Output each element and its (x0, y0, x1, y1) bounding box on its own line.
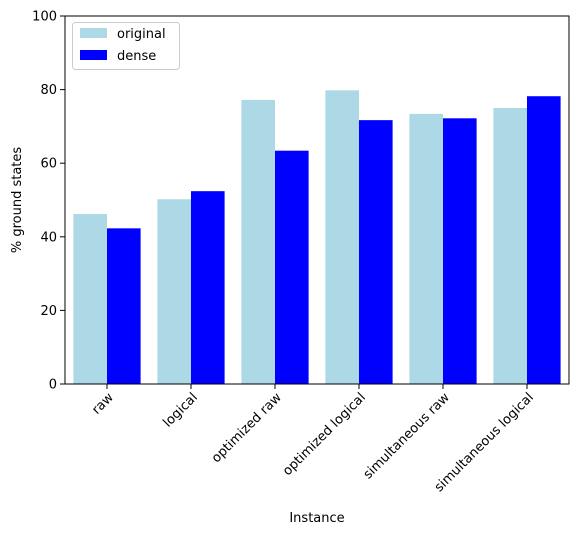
bar-original-0 (73, 213, 107, 384)
bar-dense-0 (107, 228, 141, 384)
x-tick-label-1: logical (160, 390, 200, 430)
bar-dense-2 (275, 150, 309, 384)
y-tick-label-1: 20 (40, 304, 57, 319)
x-tick-label-3: optimized logical (280, 390, 369, 479)
x-axis-title: Instance (289, 511, 344, 526)
legend-label-original: original (117, 27, 166, 42)
y-tick-label-0: 0 (49, 378, 57, 393)
bar-dense-5 (527, 96, 561, 384)
bar-dense-4 (443, 118, 477, 385)
legend-swatch-dense (80, 50, 107, 60)
y-tick-label-4: 80 (40, 83, 57, 98)
y-tick-label-3: 60 (40, 157, 57, 172)
y-tick-label-5: 100 (32, 10, 57, 25)
y-axis-title: % ground states (10, 147, 25, 254)
bar-dense-3 (359, 120, 393, 384)
legend-swatch-original (80, 28, 107, 38)
x-tick-label-2: optimized raw (209, 390, 285, 466)
bar-original-1 (157, 199, 191, 384)
y-axis: 0 20 40 60 80 100 (32, 10, 65, 393)
bar-dense-1 (191, 191, 225, 384)
y-tick-label-2: 40 (40, 230, 57, 245)
bar-original-2 (241, 99, 275, 385)
bars-layer (73, 90, 561, 385)
x-tick-label-4: simultaneous raw (361, 390, 453, 482)
x-tick-label-0: raw (89, 390, 117, 418)
bar-original-4 (409, 113, 443, 384)
bar-original-3 (325, 90, 359, 384)
bar-original-5 (493, 108, 527, 384)
legend: original dense (72, 22, 180, 70)
legend-label-dense: dense (117, 49, 156, 64)
plot-frame (64, 15, 570, 385)
